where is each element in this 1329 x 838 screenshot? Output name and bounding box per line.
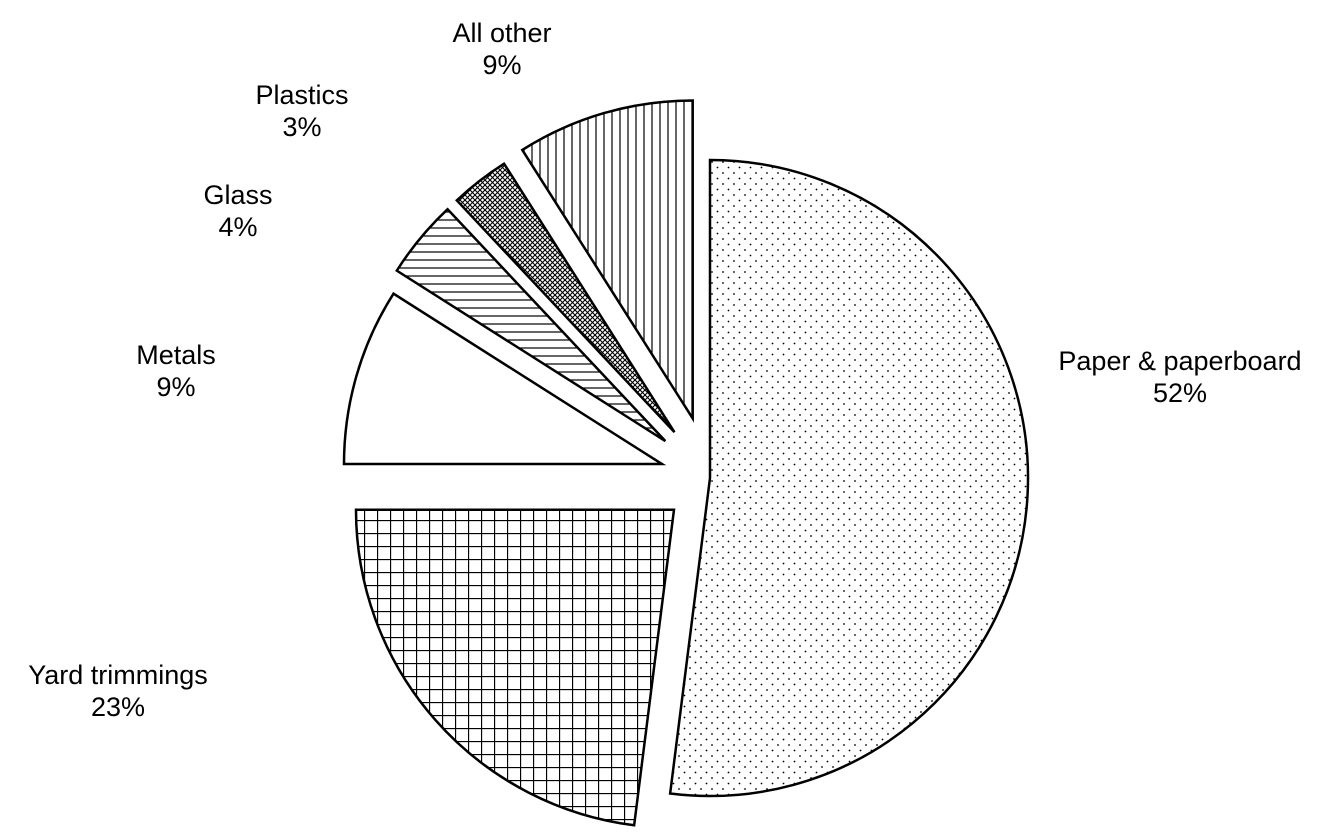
- slice-percent: 9%: [156, 372, 195, 402]
- slice-name: Plastics: [255, 80, 348, 110]
- slice-name: Glass: [203, 180, 272, 210]
- slice-label-yard-trimmings: Yard trimmings 23%: [28, 660, 208, 722]
- slice-percent: 3%: [282, 112, 321, 142]
- slice-label-all-other: All other 9%: [452, 18, 551, 80]
- slice-percent: 9%: [482, 50, 521, 80]
- slice-plastics: [455, 161, 676, 434]
- slice-glass: [395, 207, 667, 443]
- slice-name: Yard trimmings: [28, 660, 208, 690]
- slice-label-glass: Glass 4%: [203, 180, 272, 242]
- slice-paper-and-paperboard: [668, 158, 1030, 798]
- slice-name: Paper & paperboard: [1058, 346, 1301, 376]
- slice-name: Metals: [136, 340, 216, 370]
- slice-percent: 23%: [91, 692, 145, 722]
- pie-slices: [342, 99, 1030, 827]
- slice-metals: [342, 291, 667, 466]
- pie-labels: Paper & paperboard 52% Yard trimmings 23% Me…: [28, 18, 1301, 722]
- slice-name: All other: [452, 18, 551, 48]
- slice-label-plastics: Plastics 3%: [255, 80, 348, 142]
- slice-label-paper-and-paperboard: Paper & paperboard 52%: [1058, 346, 1301, 408]
- slice-percent: 4%: [218, 212, 257, 242]
- slice-label-metals: Metals 9%: [136, 340, 216, 402]
- slice-percent: 52%: [1153, 378, 1207, 408]
- slice-yard-trimmings: [354, 508, 676, 827]
- slice-all-other: [520, 99, 694, 423]
